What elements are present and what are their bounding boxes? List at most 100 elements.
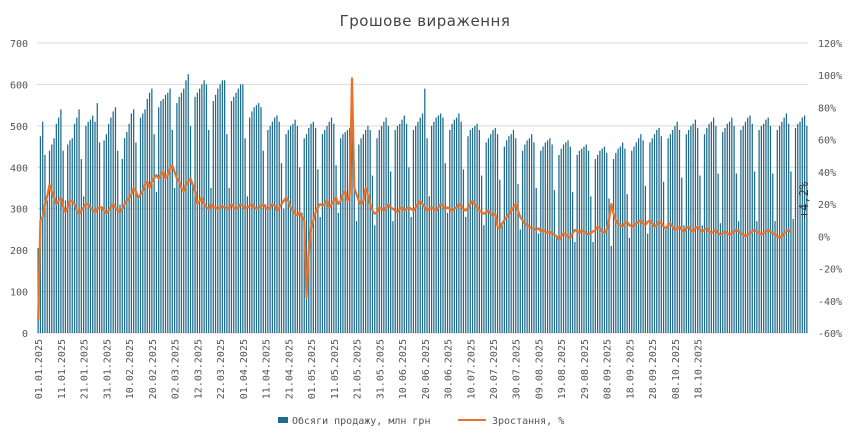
bar	[647, 233, 649, 333]
bar	[162, 98, 164, 334]
bar	[765, 119, 767, 333]
bar	[262, 150, 264, 333]
x-tick-label: 30.07.2025	[512, 339, 523, 399]
bar	[474, 125, 476, 333]
bar	[758, 130, 760, 333]
bar	[506, 140, 508, 333]
bar	[792, 219, 794, 333]
x-axis: 01.01.2025 11.01.2025 21.01.2025 31.01.2025…	[34, 339, 705, 399]
right-tick-label: -60%	[818, 329, 842, 340]
bar	[192, 183, 194, 333]
bar	[776, 130, 778, 333]
bar	[617, 148, 619, 333]
bar	[637, 138, 640, 333]
bar	[180, 92, 183, 334]
bar	[458, 113, 460, 334]
bar	[333, 123, 335, 333]
bar	[378, 130, 380, 333]
bar	[228, 188, 230, 333]
bar	[210, 188, 212, 333]
bar	[371, 175, 374, 333]
bar	[433, 121, 435, 334]
bar	[435, 117, 437, 333]
bar	[653, 134, 656, 333]
bar	[410, 217, 412, 333]
bar	[658, 127, 660, 334]
bar	[451, 123, 453, 333]
bar	[626, 194, 628, 333]
bar	[633, 146, 635, 333]
bar	[94, 121, 96, 334]
bar	[167, 92, 169, 334]
bar	[117, 150, 119, 333]
bar	[517, 183, 519, 333]
bar	[424, 88, 426, 333]
bar	[712, 117, 715, 333]
bar	[597, 154, 599, 333]
chart-title: Грошове вираження	[340, 12, 511, 30]
bar	[551, 144, 553, 333]
bar	[453, 119, 455, 333]
bar	[396, 125, 399, 333]
bar	[296, 125, 299, 333]
bar	[89, 119, 92, 333]
bar	[269, 125, 271, 333]
bar	[421, 113, 424, 334]
left-tick-label: 600	[10, 80, 28, 91]
bar	[212, 101, 214, 333]
bar	[403, 115, 405, 333]
bar	[467, 136, 469, 333]
bar	[235, 92, 237, 334]
bar	[242, 84, 244, 334]
legend-label-bars: Обсяги продажу, млн грн	[292, 415, 430, 427]
bar	[651, 138, 653, 333]
bar	[176, 103, 178, 333]
bar	[292, 123, 294, 333]
bar	[635, 142, 637, 333]
bar	[55, 123, 57, 333]
x-tick-label: 11.01.2025	[57, 339, 68, 399]
bar	[319, 217, 321, 333]
right-tick-label: 100%	[818, 71, 842, 82]
left-tick-label: 300	[10, 205, 28, 216]
bar	[73, 123, 76, 333]
bar	[794, 127, 797, 334]
bar	[628, 237, 631, 333]
bar	[437, 115, 440, 333]
bar	[503, 146, 505, 333]
bar	[321, 134, 324, 333]
bar	[148, 92, 151, 334]
bar	[380, 125, 383, 333]
left-tick-label: 500	[10, 122, 28, 133]
bar	[483, 225, 485, 333]
legend-label-line: Зростання, %	[492, 416, 564, 427]
bar	[360, 138, 362, 333]
bar	[233, 96, 235, 333]
bar	[153, 134, 155, 333]
bar	[783, 117, 785, 333]
x-tick-label: 29.08.2025	[580, 339, 591, 399]
bar	[239, 84, 242, 334]
bar	[83, 196, 85, 333]
bar	[260, 107, 262, 334]
bar	[537, 233, 540, 333]
bar	[515, 138, 517, 333]
bar	[408, 167, 410, 333]
bar	[490, 134, 492, 333]
bar	[760, 125, 762, 333]
bar	[726, 123, 728, 333]
bar	[328, 121, 330, 334]
bar	[703, 134, 706, 333]
bar	[164, 94, 167, 333]
x-tick-label: 21.04.2025	[284, 339, 295, 399]
bar	[462, 169, 465, 333]
bar	[608, 198, 610, 333]
bar	[280, 163, 283, 333]
bar	[108, 123, 110, 333]
bar	[585, 144, 587, 333]
left-tick-label: 200	[10, 246, 28, 257]
bar	[426, 138, 428, 333]
bar	[255, 105, 258, 333]
bar	[42, 121, 44, 334]
bar	[476, 123, 478, 333]
